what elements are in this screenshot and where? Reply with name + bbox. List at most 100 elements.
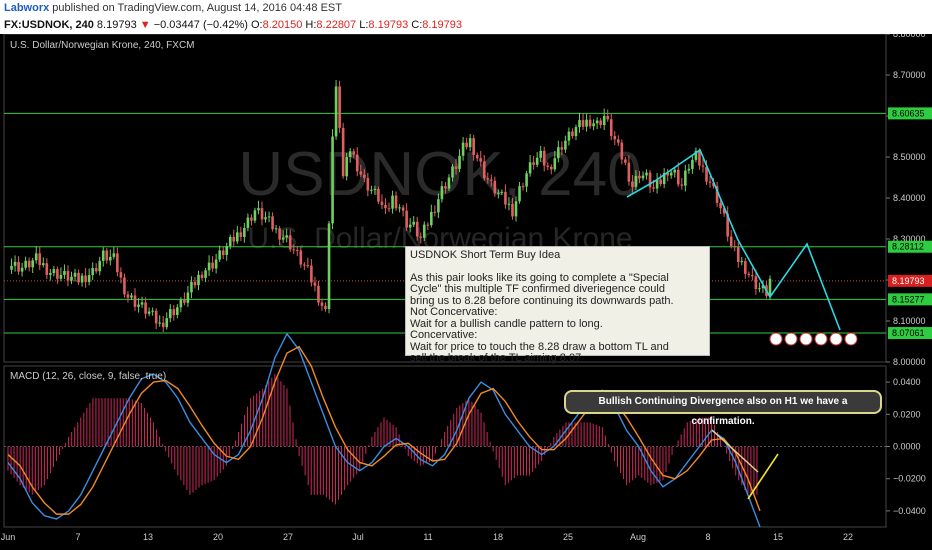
candle-body [461, 142, 465, 156]
candle-body [116, 253, 119, 273]
candle-body [366, 177, 370, 191]
candle-body [218, 250, 221, 260]
candles-group [10, 79, 772, 333]
candle-body [292, 249, 296, 251]
x-tick-label: 13 [143, 532, 153, 542]
candle-body [528, 162, 532, 174]
trade-idea-note: USDNOK Short Term Buy Idea As this pair … [405, 246, 710, 364]
candle-body [701, 165, 705, 167]
candle-body [426, 224, 430, 226]
note-line: Cycle" this multiple TF confirmed diveri… [410, 283, 665, 295]
candle-body [193, 282, 197, 286]
candle-body [412, 221, 415, 225]
candle-body [161, 322, 165, 328]
x-tick-label: 18 [493, 532, 503, 542]
candle-body [373, 188, 377, 190]
ohlc-open: 8.20150 [262, 19, 303, 31]
candle-body [225, 245, 229, 255]
macd-pane-title: MACD (12, 26, close, 9, false, true) [10, 371, 167, 382]
author-link[interactable]: Labworx [4, 2, 50, 14]
candle-body [267, 216, 271, 218]
pattern-line [626, 148, 841, 331]
x-tick-label: 8 [705, 532, 710, 542]
candle-body [394, 195, 398, 209]
candle-body [535, 157, 539, 165]
candle-body [24, 260, 27, 268]
candle-body [401, 207, 405, 211]
candle-body [557, 147, 560, 159]
candle-body [324, 305, 327, 310]
candle-body [176, 307, 179, 315]
candle-body [221, 250, 225, 255]
macd-y-tick-label: 0.0000 [893, 442, 921, 452]
candle-body [645, 172, 648, 176]
candle-body [754, 276, 758, 290]
candle-body [564, 140, 567, 150]
candle-body [130, 295, 133, 298]
candle-body [659, 179, 662, 185]
candle-body [624, 159, 627, 163]
candle-body [133, 295, 137, 307]
chart-watermark: USDNOK, 240 [238, 140, 641, 209]
candle-body [571, 131, 574, 137]
note-line: Wait for price to touch the 8.28 draw a … [410, 340, 669, 353]
candle-body [560, 147, 564, 150]
last-price: 8.19793 [96, 19, 137, 31]
candle-body [627, 162, 631, 182]
candle-body [105, 250, 109, 261]
candle-body [475, 154, 479, 159]
symbol-header: FX:USDNOK, 240 8.19793 ▼ −0.03447 (−0.42… [0, 17, 932, 34]
candle-body [306, 265, 310, 267]
candle-body [59, 274, 63, 279]
event-flag-icon [769, 332, 783, 346]
candle-body [740, 261, 744, 263]
candle-body [648, 172, 652, 188]
candle-body [514, 201, 518, 217]
candle-body [200, 274, 204, 278]
candle-body [415, 221, 419, 237]
candle-body [310, 265, 313, 283]
candle-body [331, 136, 334, 224]
candle-body [13, 261, 17, 266]
candle-body [712, 182, 715, 187]
macd-y-tick-label: 0.0200 [893, 409, 921, 419]
level-badge [888, 240, 932, 253]
candle-body [154, 310, 158, 324]
price-y-tick-label: 8.80000 [893, 34, 926, 39]
candle-body [172, 309, 176, 315]
candle-body [338, 86, 341, 128]
candle-body [595, 120, 599, 124]
current-price-label: 8.19793 [892, 276, 925, 286]
candle-body [620, 142, 624, 160]
candle-body [387, 208, 391, 210]
candle-body [313, 282, 317, 286]
candle-body [546, 165, 550, 167]
candle-body [588, 119, 592, 127]
candle-body [137, 304, 140, 307]
candle-body [246, 217, 250, 228]
candle-body [433, 211, 437, 213]
candle-body [567, 131, 571, 141]
candle-body [228, 236, 232, 246]
candle-body [179, 299, 183, 308]
candle-body [70, 276, 73, 281]
candle-body [511, 203, 514, 217]
candle-body [10, 265, 13, 270]
candle-body [602, 116, 606, 126]
candle-body [581, 120, 585, 127]
candle-body [348, 151, 352, 157]
current-price-badge [888, 274, 932, 287]
x-tick-label: 22 [843, 532, 853, 542]
candle-body [652, 187, 655, 189]
candle-body [320, 302, 324, 306]
candle-body [680, 184, 684, 186]
candle-body [27, 260, 31, 268]
candle-body [384, 204, 387, 209]
candle-body [303, 264, 306, 266]
candle-body [454, 166, 458, 169]
x-tick-label: Jul [352, 532, 364, 542]
macd-y-tick-label: −0.0400 [893, 506, 926, 516]
candle-body [207, 262, 211, 271]
price-y-tick-label: 8.50000 [893, 152, 926, 162]
